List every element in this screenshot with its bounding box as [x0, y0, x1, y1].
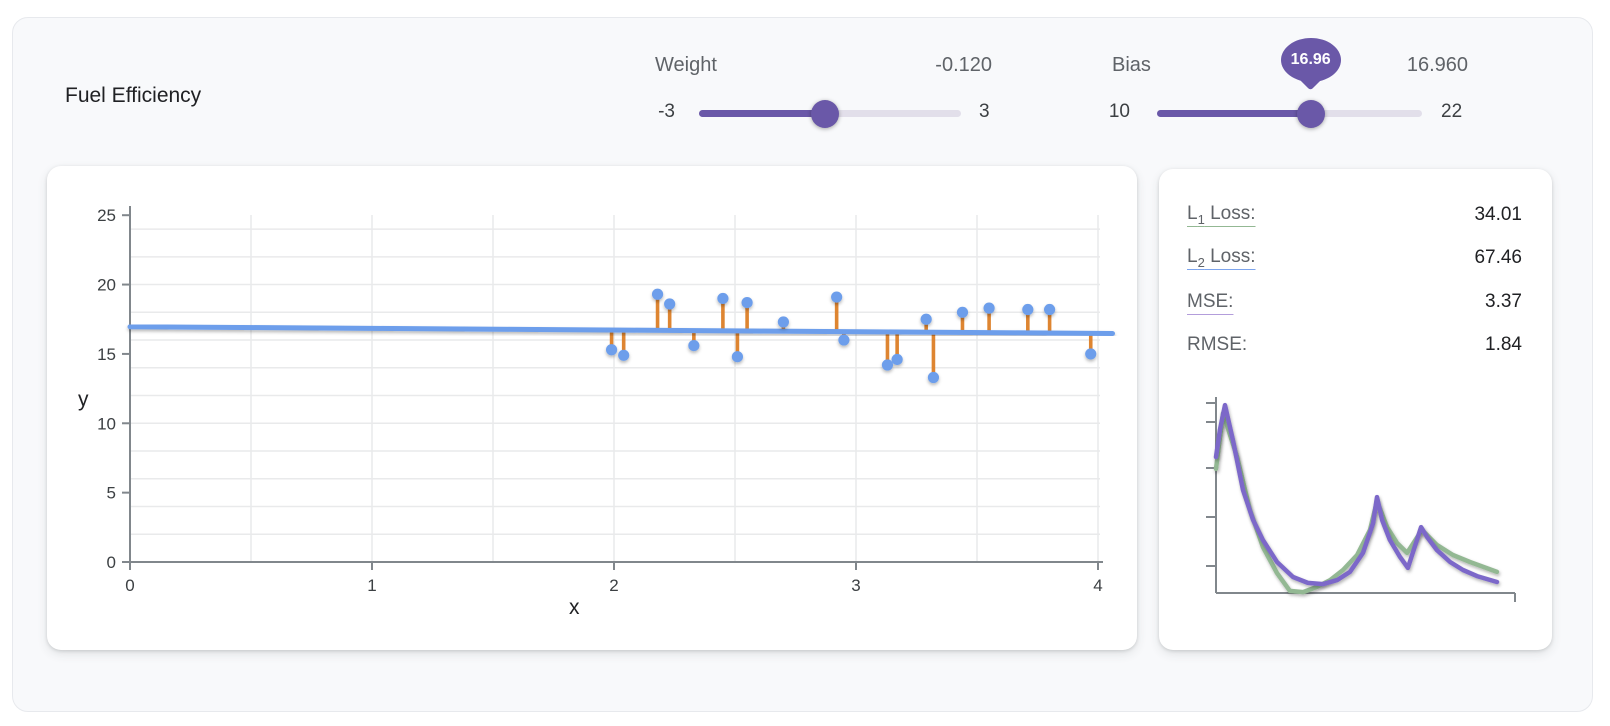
bias-min-label: 10 — [1108, 101, 1130, 122]
weight-max-label: 3 — [979, 101, 990, 122]
svg-text:0: 0 — [107, 553, 116, 572]
page-title: Fuel Efficiency — [65, 84, 202, 107]
svg-text:5: 5 — [107, 484, 116, 503]
bias-slider-header: Bias 16.960 — [1112, 54, 1468, 77]
svg-text:3: 3 — [851, 576, 860, 595]
regression-chart: 0 5 10 15 20 25 0 1 2 3 4 y x — [78, 206, 1116, 619]
svg-text:10: 10 — [97, 414, 116, 433]
loss-metric-value: 3.37 — [1485, 290, 1522, 312]
svg-text:y: y — [78, 388, 89, 411]
loss-metric-value: 34.01 — [1474, 203, 1522, 225]
bias-slider-fill — [1157, 110, 1311, 117]
loss-metric-row: MSE: 3.37 — [1187, 280, 1522, 324]
svg-text:x: x — [569, 596, 580, 619]
loss-metric-value: 1.84 — [1485, 334, 1522, 356]
loss-history-chart — [1206, 397, 1516, 602]
weight-slider[interactable] — [699, 99, 961, 128]
weight-min-label: -3 — [658, 101, 675, 122]
loss-metric-row: RMSE: 1.84 — [1187, 324, 1522, 368]
svg-text:1: 1 — [367, 576, 376, 595]
bias-slider[interactable] — [1157, 99, 1422, 128]
svg-text:0: 0 — [125, 576, 134, 595]
svg-text:4: 4 — [1093, 576, 1102, 595]
loss-metric-row: L1 Loss: 34.01 — [1187, 193, 1522, 237]
svg-text:15: 15 — [97, 345, 116, 364]
svg-text:2: 2 — [609, 576, 618, 595]
regression-chart-card: 0 5 10 15 20 25 0 1 2 3 4 y x — [47, 166, 1137, 650]
loss-metric-value: 67.46 — [1474, 247, 1522, 269]
loss-metrics-list: L1 Loss: 34.01 L2 Loss: 67.46 MSE: 3.37 RMSE: 1… — [1187, 193, 1522, 367]
svg-text:25: 25 — [97, 206, 116, 225]
loss-metric-label: MSE: — [1187, 290, 1234, 312]
loss-metric-label: L1 Loss: — [1187, 202, 1256, 227]
loss-metric-label: L2 Loss: — [1187, 246, 1256, 271]
bias-value: 16.960 — [1406, 54, 1468, 76]
weight-slider-thumb[interactable] — [810, 99, 839, 128]
bias-label: Bias — [1112, 54, 1151, 76]
loss-panel-card: L1 Loss: 34.01 L2 Loss: 67.46 MSE: 3.37 RMSE: 1… — [1159, 169, 1552, 650]
loss-metric-label: RMSE: — [1187, 334, 1248, 356]
weight-value: -0.120 — [935, 54, 992, 76]
weight-label: Weight — [655, 54, 717, 76]
bias-max-label: 22 — [1441, 101, 1463, 122]
weight-slider-fill — [699, 110, 825, 117]
svg-text:20: 20 — [97, 276, 116, 295]
loss-metric-row: L2 Loss: 67.46 — [1187, 237, 1522, 281]
bias-value-balloon: 16.96 — [1280, 38, 1341, 82]
bias-slider-thumb[interactable] — [1296, 99, 1325, 128]
weight-slider-header: Weight -0.120 — [655, 54, 992, 77]
